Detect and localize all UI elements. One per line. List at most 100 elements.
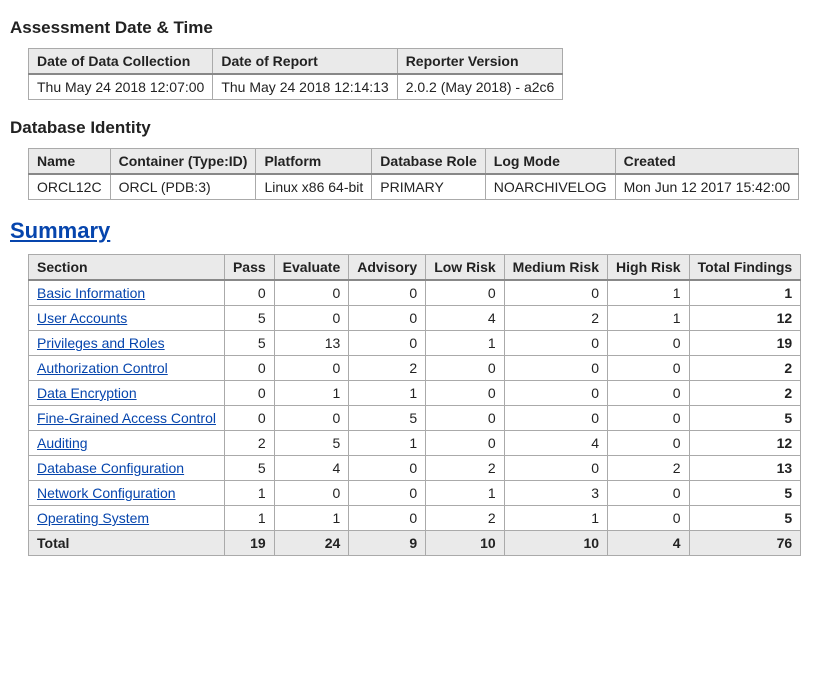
summary-section-link[interactable]: Database Configuration (37, 460, 184, 476)
summary-advisory-cell: 5 (349, 406, 426, 431)
summary-medium-cell: 1 (504, 506, 607, 531)
summary-section-link[interactable]: Network Configuration (37, 485, 176, 501)
summary-pass-cell: 1 (224, 481, 274, 506)
summary-section-cell: Database Configuration (29, 456, 225, 481)
summary-pass-cell: 0 (224, 406, 274, 431)
summary-low-cell: 1 (426, 481, 504, 506)
summary-col-low: Low Risk (426, 255, 504, 281)
summary-col-advisory: Advisory (349, 255, 426, 281)
summary-table: Section Pass Evaluate Advisory Low Risk … (28, 254, 801, 556)
summary-low-cell: 0 (426, 381, 504, 406)
summary-high-cell: 0 (608, 331, 690, 356)
summary-high-cell: 1 (608, 306, 690, 331)
summary-total-low: 10 (426, 531, 504, 556)
summary-total-cell: 5 (689, 406, 801, 431)
identity-cell: ORCL12C (29, 174, 111, 200)
assessment-heading: Assessment Date & Time (10, 18, 807, 38)
identity-col-1: Container (Type:ID) (110, 149, 256, 175)
identity-cell: Linux x86 64-bit (256, 174, 372, 200)
summary-total-row: Total192491010476 (29, 531, 801, 556)
summary-col-section: Section (29, 255, 225, 281)
assessment-col-1: Date of Report (213, 49, 397, 75)
summary-evaluate-cell: 0 (274, 356, 349, 381)
summary-high-cell: 2 (608, 456, 690, 481)
summary-advisory-cell: 0 (349, 280, 426, 306)
summary-advisory-cell: 0 (349, 481, 426, 506)
summary-low-cell: 0 (426, 356, 504, 381)
summary-section-link[interactable]: Operating System (37, 510, 149, 526)
assessment-table: Date of Data Collection Date of Report R… (28, 48, 563, 100)
summary-pass-cell: 1 (224, 506, 274, 531)
summary-advisory-cell: 0 (349, 306, 426, 331)
summary-col-evaluate: Evaluate (274, 255, 349, 281)
table-row: Basic Information0000011 (29, 280, 801, 306)
assessment-cell: Thu May 24 2018 12:14:13 (213, 74, 397, 100)
summary-total-cell: 5 (689, 506, 801, 531)
identity-col-0: Name (29, 149, 111, 175)
summary-evaluate-cell: 1 (274, 381, 349, 406)
table-row: ORCL12C ORCL (PDB:3) Linux x86 64-bit PR… (29, 174, 799, 200)
table-row: Auditing25104012 (29, 431, 801, 456)
summary-total-cell: 2 (689, 356, 801, 381)
summary-advisory-cell: 0 (349, 456, 426, 481)
summary-section-cell: Privileges and Roles (29, 331, 225, 356)
summary-heading-link[interactable]: Summary (10, 218, 110, 243)
summary-col-pass: Pass (224, 255, 274, 281)
summary-col-high: High Risk (608, 255, 690, 281)
summary-section-link[interactable]: Authorization Control (37, 360, 168, 376)
summary-high-cell: 0 (608, 481, 690, 506)
summary-medium-cell: 4 (504, 431, 607, 456)
summary-advisory-cell: 0 (349, 506, 426, 531)
summary-section-cell: Basic Information (29, 280, 225, 306)
summary-total-cell: 2 (689, 381, 801, 406)
summary-pass-cell: 2 (224, 431, 274, 456)
summary-total-total: 76 (689, 531, 801, 556)
summary-section-cell: Operating System (29, 506, 225, 531)
summary-medium-cell: 0 (504, 406, 607, 431)
summary-pass-cell: 0 (224, 280, 274, 306)
summary-medium-cell: 3 (504, 481, 607, 506)
identity-col-5: Created (615, 149, 799, 175)
summary-pass-cell: 0 (224, 356, 274, 381)
summary-section-cell: Auditing (29, 431, 225, 456)
summary-total-evaluate: 24 (274, 531, 349, 556)
summary-evaluate-cell: 1 (274, 506, 349, 531)
summary-evaluate-cell: 0 (274, 481, 349, 506)
summary-total-cell: 5 (689, 481, 801, 506)
summary-medium-cell: 0 (504, 456, 607, 481)
assessment-col-0: Date of Data Collection (29, 49, 213, 75)
summary-medium-cell: 2 (504, 306, 607, 331)
identity-cell: Mon Jun 12 2017 15:42:00 (615, 174, 799, 200)
summary-total-medium: 10 (504, 531, 607, 556)
summary-total-cell: 12 (689, 306, 801, 331)
summary-total-pass: 19 (224, 531, 274, 556)
summary-total-cell: 12 (689, 431, 801, 456)
summary-high-cell: 1 (608, 280, 690, 306)
summary-total-cell: 1 (689, 280, 801, 306)
assessment-cell: Thu May 24 2018 12:07:00 (29, 74, 213, 100)
identity-cell: ORCL (PDB:3) (110, 174, 256, 200)
table-row: Database Configuration54020213 (29, 456, 801, 481)
summary-section-link[interactable]: Privileges and Roles (37, 335, 165, 351)
summary-section-link[interactable]: Fine-Grained Access Control (37, 410, 216, 426)
identity-heading: Database Identity (10, 118, 807, 138)
summary-high-cell: 0 (608, 431, 690, 456)
summary-section-cell: Fine-Grained Access Control (29, 406, 225, 431)
summary-section-link[interactable]: User Accounts (37, 310, 127, 326)
summary-low-cell: 0 (426, 406, 504, 431)
summary-low-cell: 0 (426, 280, 504, 306)
summary-section-link[interactable]: Data Encryption (37, 385, 137, 401)
summary-low-cell: 2 (426, 506, 504, 531)
summary-total-cell: 19 (689, 331, 801, 356)
summary-heading: Summary (10, 218, 807, 244)
summary-section-link[interactable]: Auditing (37, 435, 88, 451)
summary-medium-cell: 0 (504, 356, 607, 381)
summary-col-medium: Medium Risk (504, 255, 607, 281)
identity-table: Name Container (Type:ID) Platform Databa… (28, 148, 799, 200)
summary-high-cell: 0 (608, 356, 690, 381)
identity-col-3: Database Role (372, 149, 485, 175)
summary-low-cell: 2 (426, 456, 504, 481)
summary-section-link[interactable]: Basic Information (37, 285, 145, 301)
summary-evaluate-cell: 0 (274, 306, 349, 331)
summary-section-cell: Network Configuration (29, 481, 225, 506)
